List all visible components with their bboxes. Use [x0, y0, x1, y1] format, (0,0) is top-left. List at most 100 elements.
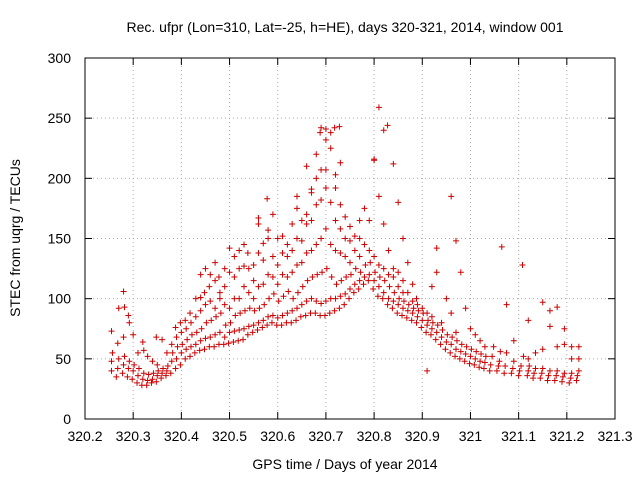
data-point: [197, 294, 204, 301]
data-point: [183, 325, 190, 332]
data-point: [251, 307, 258, 314]
data-point: [182, 317, 189, 324]
data-points: [108, 104, 582, 389]
data-point: [327, 241, 334, 248]
data-point: [362, 261, 369, 268]
data-point: [245, 323, 252, 330]
data-point: [356, 253, 363, 260]
data-point: [539, 299, 546, 306]
data-point: [546, 323, 553, 330]
data-point: [448, 341, 455, 348]
data-point: [568, 370, 575, 377]
data-point: [336, 305, 343, 312]
data-point: [284, 253, 291, 260]
data-point: [386, 283, 393, 290]
data-point: [333, 281, 340, 288]
data-point: [294, 205, 300, 212]
data-point: [153, 378, 160, 385]
data-point: [235, 337, 242, 344]
data-point: [225, 340, 232, 347]
data-point: [168, 341, 175, 348]
data-point: [486, 367, 493, 374]
data-point: [255, 221, 262, 228]
data-point: [312, 310, 319, 317]
data-point: [347, 237, 353, 244]
data-point: [473, 348, 480, 355]
data-point: [250, 261, 257, 268]
data-point: [539, 365, 546, 372]
data-point: [201, 346, 208, 353]
data-point: [125, 365, 132, 372]
data-point: [240, 336, 247, 343]
data-point: [188, 343, 194, 350]
data-point: [323, 265, 330, 272]
data-point: [269, 211, 276, 218]
data-point: [481, 359, 488, 366]
data-point: [361, 205, 368, 212]
x-axis-label: GPS time / Days of year 2014: [252, 456, 437, 472]
data-point: [129, 376, 136, 383]
data-point: [245, 289, 252, 296]
data-point: [206, 283, 213, 290]
data-point: [192, 341, 199, 348]
data-point: [274, 261, 281, 268]
axis-ticks: 320.2 320.3 320.4 320.5 320.6 320.7 320.8 320.9…: [48, 50, 633, 444]
data-point: [367, 259, 374, 266]
data-point: [355, 286, 362, 293]
data-point: [322, 166, 329, 173]
data-point: [327, 129, 334, 136]
data-point: [404, 289, 411, 296]
data-point: [472, 355, 479, 362]
data-point: [108, 367, 115, 374]
data-point: [197, 307, 204, 314]
data-point: [342, 253, 349, 260]
data-point: [249, 329, 256, 336]
y-axis-label: STEC from uqrg / TECUs: [7, 159, 23, 317]
data-point: [410, 305, 417, 312]
data-point: [293, 317, 300, 324]
data-point: [375, 104, 382, 111]
x-tick-label: 321: [459, 428, 483, 444]
data-point: [284, 274, 291, 281]
data-point: [347, 223, 353, 230]
data-point: [226, 245, 233, 252]
data-point: [294, 235, 300, 242]
data-point: [124, 373, 131, 380]
data-point: [395, 283, 402, 290]
data-point: [546, 307, 553, 314]
data-point: [332, 247, 339, 254]
data-point: [493, 367, 500, 374]
data-point: [144, 377, 151, 384]
data-point: [236, 326, 243, 333]
data-point: [365, 277, 372, 284]
data-point: [207, 334, 214, 341]
data-point: [366, 247, 373, 254]
data-point: [449, 334, 456, 341]
data-point: [336, 123, 343, 130]
data-point: [236, 247, 243, 254]
data-point: [115, 305, 122, 312]
data-point: [490, 343, 497, 350]
data-point: [352, 265, 359, 272]
data-point: [250, 322, 257, 329]
data-point: [443, 295, 450, 302]
data-point: [148, 379, 155, 386]
data-point: [203, 319, 210, 326]
data-point: [332, 171, 339, 178]
data-point: [561, 325, 568, 332]
data-point: [231, 274, 238, 281]
x-tick-label: 320.6: [260, 428, 295, 444]
data-point: [433, 245, 440, 252]
data-point: [404, 259, 411, 266]
data-point: [399, 312, 406, 319]
data-point: [433, 329, 440, 336]
data-point: [453, 346, 459, 353]
data-point: [290, 295, 297, 302]
data-point: [318, 196, 325, 203]
data-point: [221, 265, 228, 272]
data-point: [400, 235, 406, 242]
data-point: [342, 290, 349, 297]
data-point: [226, 269, 233, 276]
data-point: [313, 175, 320, 182]
data-point: [370, 286, 377, 293]
